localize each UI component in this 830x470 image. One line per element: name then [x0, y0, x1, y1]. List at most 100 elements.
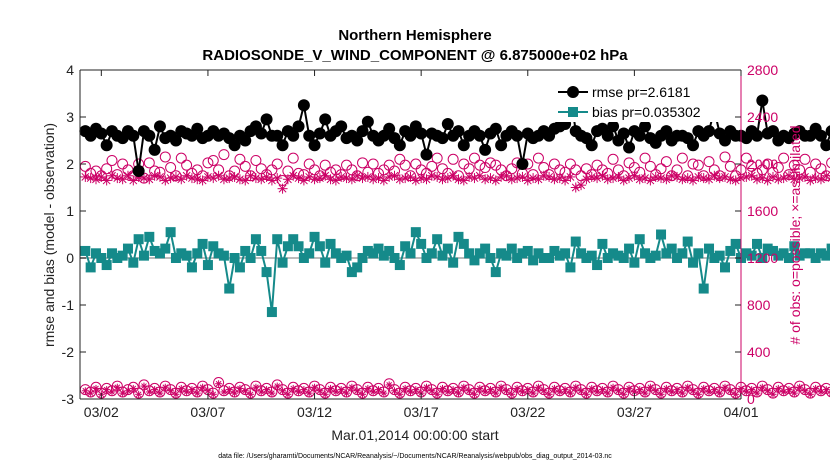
marks — [79, 89, 830, 399]
bias-point — [416, 238, 427, 249]
assimilated-near-zero-marker — [380, 390, 387, 396]
possible-marker — [639, 152, 651, 164]
possible-marker — [218, 149, 230, 161]
rmse-point — [479, 143, 492, 156]
assimilated-near-zero-marker — [791, 390, 798, 396]
assimilated-near-zero-marker — [663, 385, 670, 392]
bias-point — [325, 238, 336, 249]
asterisk-stroke — [715, 174, 724, 183]
bias-point — [709, 253, 720, 263]
asterisk-stroke — [331, 176, 340, 185]
assimilated-near-zero-marker — [407, 389, 414, 395]
assimilated-near-zero-marker — [551, 385, 558, 392]
assimilated-near-zero-marker — [567, 390, 574, 396]
possible-near-zero-marker — [335, 382, 347, 394]
asterisk-stroke — [678, 175, 687, 184]
bias-point — [266, 307, 277, 318]
asterisk-stroke — [801, 172, 809, 181]
bias-point — [629, 257, 640, 268]
assimilated-near-zero-marker — [786, 386, 792, 393]
possible-marker — [468, 152, 480, 164]
bias-point — [693, 248, 704, 259]
y-tick-right-label: 0 — [747, 391, 755, 407]
possible-marker — [676, 152, 688, 164]
bias-point — [362, 245, 373, 256]
assimilated-near-zero-marker — [476, 385, 483, 392]
assimilated-near-zero-marker — [285, 391, 291, 398]
asterisk-stroke — [214, 171, 223, 180]
possible-marker — [724, 160, 736, 172]
bias-point — [586, 250, 597, 261]
bias-point — [170, 253, 181, 263]
possible-near-zero-marker — [671, 382, 683, 394]
possible-near-zero-marker — [223, 382, 235, 394]
asterisk-stroke — [646, 176, 655, 185]
rmse-point — [516, 158, 529, 170]
rmse-point — [607, 120, 620, 133]
assimilated-marker — [474, 170, 485, 181]
rmse-point — [750, 129, 763, 142]
assimilated-marker — [762, 175, 773, 186]
possible-marker — [474, 159, 486, 171]
bias-point — [815, 248, 826, 259]
assimilated-near-zero-marker — [652, 387, 659, 394]
assimilated-near-zero-marker — [631, 389, 638, 395]
asterisk-stroke — [603, 175, 612, 184]
rmse-point — [191, 122, 204, 135]
asterisk-stroke — [481, 175, 490, 184]
assimilated-near-zero-marker — [301, 386, 307, 393]
assimilated-near-zero-marker — [588, 385, 595, 392]
bias-point — [799, 248, 810, 259]
asterisk-stroke — [177, 175, 186, 184]
asterisk-stroke — [507, 175, 516, 184]
rmse-point — [393, 139, 406, 152]
bias-point — [165, 227, 176, 238]
bias-point — [517, 248, 528, 259]
y-tick-right-label: 800 — [747, 297, 771, 313]
assimilated-near-zero-marker — [125, 387, 131, 394]
bias-point — [224, 283, 235, 294]
assimilated-near-zero-marker — [812, 385, 819, 392]
bias-point — [826, 243, 830, 254]
possible-marker — [692, 159, 704, 171]
assimilated-near-zero-marker — [327, 385, 334, 392]
asterisk-stroke — [747, 171, 756, 180]
asterisk-stroke — [438, 175, 447, 184]
possible-near-zero-marker — [682, 380, 694, 392]
bias-point — [138, 250, 149, 261]
assimilated-near-zero-marker — [572, 384, 579, 391]
assimilated-near-zero-marker — [524, 386, 531, 393]
assimilated-near-zero-marker — [221, 389, 227, 395]
assimilated-near-zero-marker — [349, 384, 355, 391]
rmse-point — [351, 134, 364, 147]
assimilated-marker — [426, 170, 437, 181]
assimilated-marker — [378, 175, 389, 186]
x-tick-label: 03/07 — [190, 404, 225, 420]
bias-point — [400, 241, 411, 252]
assimilated-near-zero-marker — [647, 384, 654, 391]
possible-near-zero-marker — [309, 380, 321, 392]
possible-marker — [271, 158, 283, 170]
rmse-point — [148, 143, 161, 156]
bias-point — [421, 253, 432, 263]
bias-point — [549, 245, 560, 256]
assimilated-near-zero-marker — [247, 391, 254, 398]
bias-point — [581, 253, 592, 263]
possible-near-zero-marker — [287, 381, 299, 393]
bias-point — [661, 248, 672, 259]
rmse-point — [489, 122, 502, 135]
rmse-point — [303, 129, 316, 142]
rmse-point — [703, 125, 716, 138]
assimilated-near-zero-marker — [167, 387, 174, 394]
possible-near-zero-marker — [698, 381, 710, 393]
assimilated-near-zero-marker — [700, 385, 707, 392]
bias-point — [485, 253, 496, 263]
possible-near-zero-marker — [495, 380, 507, 392]
bias-point — [778, 248, 789, 259]
assimilated-near-zero-marker — [439, 385, 446, 392]
assimilated-near-zero-marker — [119, 390, 126, 396]
bias-point — [533, 248, 544, 259]
assimilated-marker — [826, 174, 830, 183]
asterisk-stroke — [502, 171, 511, 180]
bias-point — [773, 250, 784, 261]
